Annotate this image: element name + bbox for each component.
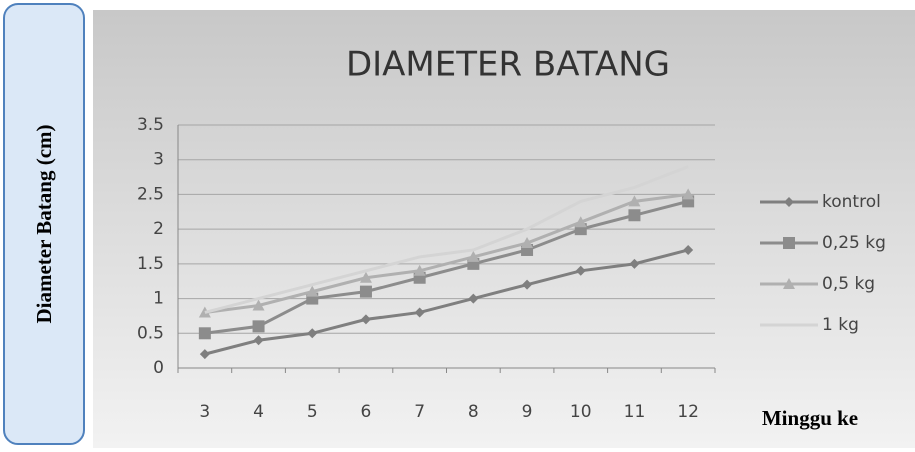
marker <box>683 244 694 255</box>
series-line <box>204 248 689 356</box>
marker <box>521 237 534 249</box>
legend-label: 1 kg <box>822 315 859 335</box>
marker <box>467 250 480 262</box>
x-tick-label: 8 <box>468 402 479 422</box>
marker <box>414 307 425 318</box>
label-box <box>3 3 85 445</box>
y-tick-label: 0.5 <box>137 323 164 343</box>
x-tick-label: 6 <box>361 402 372 422</box>
marker <box>252 320 265 333</box>
y-axis-label: Diameter Batang (cm) <box>32 124 56 323</box>
marker <box>413 264 426 276</box>
marker <box>628 209 641 222</box>
y-tick-label: 0 <box>153 358 164 378</box>
marker <box>360 314 371 325</box>
marker <box>575 265 586 276</box>
marker <box>574 216 587 228</box>
legend-label: kontrol <box>822 192 881 212</box>
marker <box>253 335 264 346</box>
marker <box>468 293 479 304</box>
y-tick-label: 3.5 <box>137 115 164 135</box>
series-line <box>204 199 689 335</box>
x-axis-label: Minggu ke <box>762 406 858 430</box>
marker <box>198 327 211 340</box>
marker <box>252 299 265 311</box>
legend-label: 0,25 kg <box>822 233 886 253</box>
marker <box>629 258 640 269</box>
marker <box>199 349 210 360</box>
marker <box>359 285 372 298</box>
marker <box>784 197 794 207</box>
y-tick-label: 2 <box>153 219 164 239</box>
marker <box>307 328 318 339</box>
x-tick-label: 5 <box>307 402 318 422</box>
legend-label: 0,5 kg <box>822 274 875 294</box>
marker <box>522 279 533 290</box>
y-tick-label: 1.5 <box>137 254 164 274</box>
chart-title: DIAMETER BATANG <box>346 45 670 85</box>
x-tick-label: 11 <box>624 402 646 422</box>
series-line <box>204 192 689 314</box>
marker <box>306 285 319 297</box>
x-tick-label: 10 <box>570 402 592 422</box>
x-tick-label: 3 <box>199 402 210 422</box>
marker <box>359 271 372 283</box>
series-line <box>204 165 689 314</box>
x-tick-label: 12 <box>677 402 699 422</box>
y-tick-label: 1 <box>153 289 164 309</box>
x-tick-label: 9 <box>522 402 533 422</box>
y-tick-label: 2.5 <box>137 184 164 204</box>
marker <box>783 278 795 289</box>
marker <box>628 195 641 207</box>
y-tick-label: 3 <box>153 150 164 170</box>
x-tick-label: 7 <box>414 402 425 422</box>
x-tick-label: 4 <box>253 402 264 422</box>
marker <box>783 237 795 249</box>
marker <box>682 188 695 200</box>
